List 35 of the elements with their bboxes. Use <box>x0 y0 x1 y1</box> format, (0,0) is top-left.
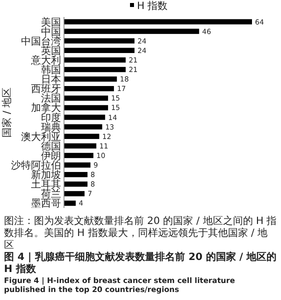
y-tick-label: 美国 <box>41 16 61 28</box>
y-tick-label: 英国 <box>41 44 61 57</box>
bar <box>64 182 88 187</box>
bar <box>64 124 102 130</box>
y-tick-label: 印度 <box>41 112 61 124</box>
y-tick-label: 伊朗 <box>41 150 61 162</box>
bar <box>64 105 108 110</box>
bar <box>64 48 134 54</box>
text: 图注：图为发表文献数量排名前 20 的国家 / 地区之间的 H 指数排名。美国的 H 指数最大，同样远远领先于其他国家 / 地区 <box>4 216 277 251</box>
bar <box>64 152 94 158</box>
bar <box>64 57 126 63</box>
y-axis-title: 国家 / 地区 <box>1 88 13 138</box>
bar <box>64 19 252 24</box>
y-tick-label: 澳大利亚 <box>21 130 61 143</box>
bar <box>64 200 76 206</box>
bar <box>64 162 90 168</box>
bar <box>64 86 114 92</box>
bar <box>64 76 117 82</box>
bar <box>64 191 85 196</box>
legend-label: H 指数 <box>137 0 168 12</box>
bar <box>64 28 200 34</box>
y-tick-label: 中国 <box>41 26 61 38</box>
bar <box>64 66 126 72</box>
y-tick-label: 中国台湾 <box>21 35 61 48</box>
bar <box>64 96 108 101</box>
y-tick-label: 意大利 <box>30 54 61 66</box>
bar <box>64 38 134 44</box>
caption: 图 4 | 乳腺癌干细胞文献发表数量排名前 20 的国家 / 地区的 H 指数 <box>4 252 277 276</box>
y-tick-label: 墨西哥 <box>31 198 61 210</box>
bar <box>64 172 88 178</box>
y-tick-label: 德国 <box>41 141 61 152</box>
bar <box>64 114 106 120</box>
bar <box>64 134 100 139</box>
y-tick-label: 瑞典 <box>41 121 61 134</box>
bar <box>64 143 96 149</box>
